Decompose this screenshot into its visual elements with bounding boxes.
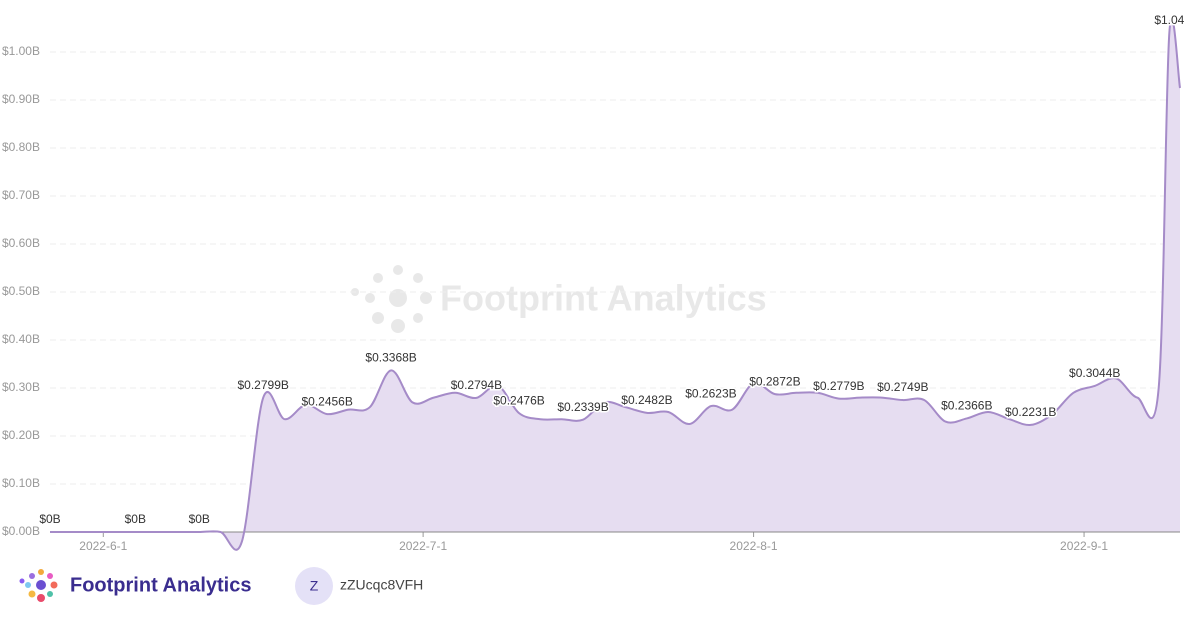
line — [50, 17, 1181, 551]
y-tick-label: $0.00B — [2, 524, 40, 538]
y-tick-label: $1.00B — [2, 44, 40, 58]
value-label: $0.2794B — [451, 378, 502, 392]
value-label: $0.3044B — [1069, 366, 1120, 380]
x-tick-label: 2022-6-1 — [79, 539, 127, 553]
area — [50, 18, 1180, 550]
x-tick-label: 2022-7-1 — [399, 539, 447, 553]
value-label: $1.04 — [1154, 13, 1184, 27]
y-tick-label: $0.80B — [2, 140, 40, 154]
avatar-initial: Z — [310, 578, 319, 594]
username: zZUcqc8VFH — [340, 577, 423, 593]
y-tick-label: $0.20B — [2, 428, 40, 442]
value-label: $0.2339B — [557, 400, 608, 414]
value-label: $0B — [125, 512, 146, 526]
x-tick-label: 2022-9-1 — [1060, 539, 1108, 553]
value-label: $0.2779B — [813, 379, 864, 393]
y-tick-label: $0.90B — [2, 92, 40, 106]
value-label: $0.2623B — [685, 386, 736, 400]
footer-brand: Footprint Analytics — [70, 574, 251, 596]
value-label: $0.2799B — [238, 378, 289, 392]
footer-logo: Footprint Analytics — [19, 569, 251, 602]
value-label: $0.3368B — [365, 351, 416, 365]
value-label: $0.2476B — [493, 393, 544, 407]
value-label: $0.2482B — [621, 393, 672, 407]
value-label: $0.2366B — [941, 399, 992, 413]
avatar — [295, 567, 333, 605]
watermark: Footprint Analytics — [351, 265, 767, 333]
value-label: $0.2456B — [301, 394, 352, 408]
y-tick-label: $0.40B — [2, 332, 40, 346]
y-tick-label: $0.60B — [2, 236, 40, 250]
watermark-text: Footprint Analytics — [440, 278, 767, 319]
y-tick-label: $0.50B — [2, 284, 40, 298]
value-label: $0.2231B — [1005, 405, 1056, 419]
value-label: $0.2872B — [749, 374, 800, 388]
y-tick-label: $0.70B — [2, 188, 40, 202]
value-label: $0.2749B — [877, 380, 928, 394]
y-tick-label: $0.30B — [2, 380, 40, 394]
value-label: $0B — [189, 512, 210, 526]
y-tick-label: $0.10B — [2, 476, 40, 490]
value-label: $0B — [39, 512, 60, 526]
x-tick-label: 2022-8-1 — [730, 539, 778, 553]
